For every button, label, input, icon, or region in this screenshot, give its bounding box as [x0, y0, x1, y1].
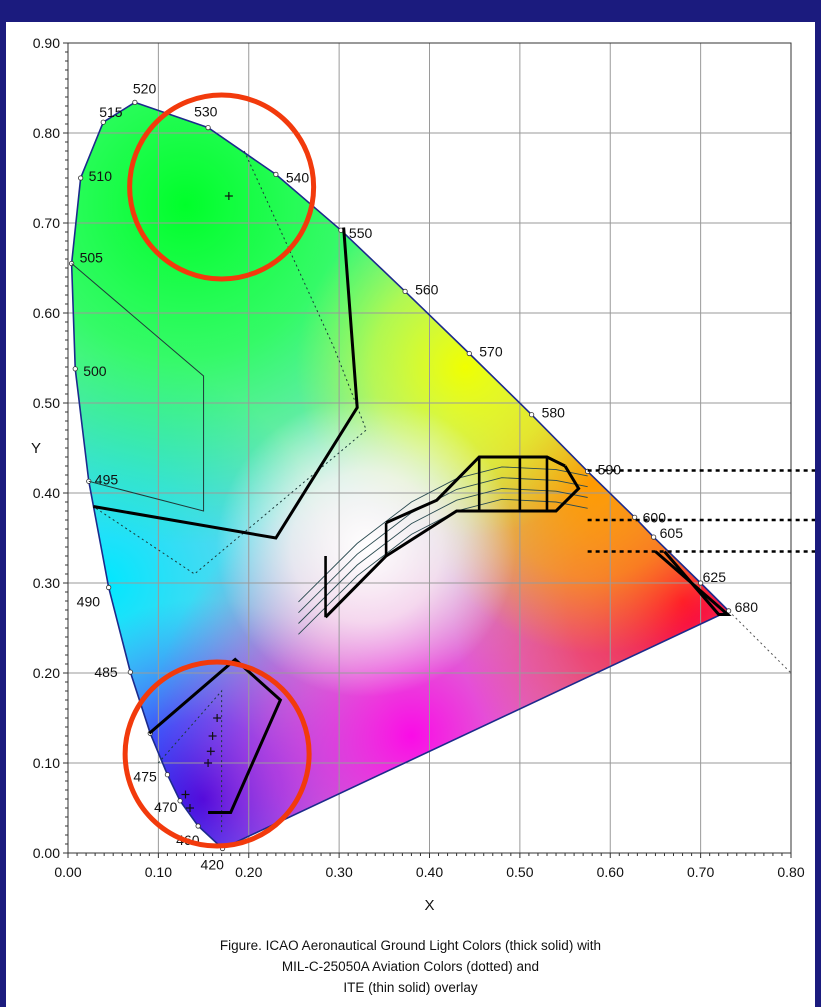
wavelength-label: 590: [598, 461, 622, 477]
ite-region-green: [71, 263, 205, 512]
y-tick-label: 0.50: [33, 395, 60, 411]
plus-marker: [186, 804, 195, 812]
chromaticity-chart: 0.00 0.10 0.20 0.30 0.40 0.50 0.60 0.70 0.80 0.00…: [31, 35, 815, 914]
wavelength-label: 520: [133, 80, 157, 96]
y-tick-label: 0.70: [33, 215, 60, 231]
caption-line-3: ITE (thin solid) overlay: [343, 980, 478, 995]
y-tick-label: 0.90: [33, 35, 60, 51]
locus-point: [273, 171, 279, 177]
wavelength-label: 605: [660, 525, 684, 541]
x-tick-label: 0.80: [777, 864, 804, 880]
locus-point: [164, 772, 171, 778]
wavelength-label: 560: [415, 281, 439, 297]
locus-point: [132, 99, 138, 106]
locus-point: [651, 534, 657, 540]
minor-ticks: [63, 42, 792, 858]
wavelength-label: 490: [77, 594, 101, 610]
y-tick-label: 0.60: [33, 305, 60, 321]
plus-marker: [206, 747, 215, 756]
locus-point: [106, 584, 112, 591]
locus-point: [205, 125, 211, 131]
wavelength-label: 470: [154, 799, 178, 815]
y-tick-label: 0.30: [33, 575, 60, 591]
highlight-circle: [127, 92, 317, 282]
wavelength-label: 625: [703, 569, 727, 585]
wavelength-label: 600: [643, 509, 667, 525]
grid-lines: [67, 42, 792, 854]
locus-point: [466, 350, 472, 357]
wavelength-label: 485: [94, 664, 118, 680]
y-tick-label: 0.20: [33, 665, 60, 681]
locus-point: [698, 580, 704, 586]
icao-region-red: [654, 550, 732, 616]
x-tick-label: 0.60: [597, 864, 624, 880]
x-tick-label: 0.70: [687, 864, 714, 880]
x-tick-label: 0.50: [506, 864, 533, 880]
locus-point: [402, 288, 408, 294]
slide-panel: 0.00 0.10 0.20 0.30 0.40 0.50 0.60 0.70 0.80 0.00…: [6, 22, 815, 1007]
wavelength-label: 510: [89, 168, 113, 184]
wavelength-label: 505: [80, 250, 104, 266]
icao-region-white-lower: [324, 465, 581, 619]
x-tick-label: 0.30: [326, 864, 353, 880]
wavelength-label: 570: [479, 344, 503, 360]
locus-point: [72, 366, 78, 372]
locus-point: [78, 175, 84, 181]
x-axis-label: X: [424, 897, 434, 914]
y-axis-label: Y: [31, 440, 41, 457]
icao-region-green: [93, 227, 359, 540]
highlight-circle: [122, 659, 312, 849]
y-tick-label: 0.00: [33, 845, 60, 861]
y-tick-label: 0.10: [33, 755, 60, 771]
mil-region-green: [93, 150, 367, 575]
wavelength-label: 515: [99, 104, 123, 120]
locus-extension: [728, 610, 792, 674]
wavelength-label: 500: [83, 363, 107, 379]
plus-marker: [213, 714, 222, 722]
icao-region-blue: [148, 657, 283, 814]
x-tick-label: 0.10: [145, 864, 172, 880]
locus-point: [177, 798, 183, 804]
wavelength-label: 475: [133, 769, 157, 785]
locus-point: [127, 669, 133, 675]
x-tick-label: 0.20: [235, 864, 262, 880]
wavelength-label: 580: [542, 405, 566, 421]
wavelength-label: 550: [349, 225, 373, 241]
plus-marker: [224, 192, 233, 200]
plus-marker: [204, 759, 213, 767]
locus-point: [100, 119, 106, 125]
locus-point: [632, 514, 638, 520]
locus-point: [726, 608, 732, 614]
white-band-curve: [298, 488, 588, 624]
caption-line-2: MIL-C-25050A Aviation Colors (dotted) an…: [281, 959, 540, 974]
wavelength-label: 680: [735, 599, 759, 615]
wavelength-label: 530: [194, 104, 218, 120]
x-tick-label: 0.00: [54, 864, 81, 880]
mil-region-blue: [157, 689, 223, 835]
wavelength-label: 495: [95, 471, 119, 487]
wavelength-label: 420: [201, 857, 225, 873]
y-tick-label: 0.40: [33, 485, 60, 501]
wavelength-label: 540: [286, 169, 310, 185]
locus-point: [529, 412, 535, 418]
locus-point: [195, 823, 201, 829]
x-tick-label: 0.40: [416, 864, 443, 880]
plus-marker: [181, 790, 190, 799]
plus-marker: [208, 732, 217, 740]
caption-line-1: Figure. ICAO Aeronautical Ground Light C…: [219, 938, 602, 953]
y-tick-label: 0.80: [33, 125, 60, 141]
white-band-curve: [298, 477, 588, 614]
